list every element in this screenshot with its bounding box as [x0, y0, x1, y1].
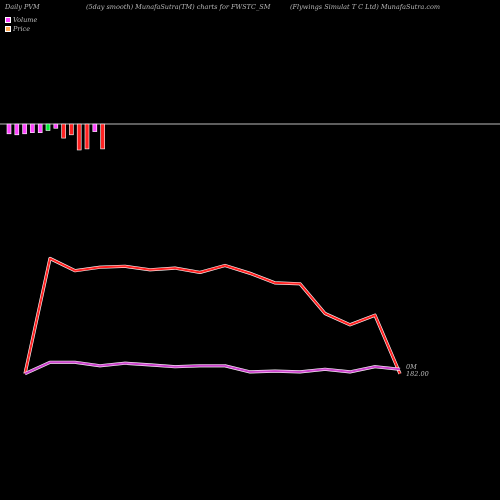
series-line-outline: [23, 256, 402, 375]
chart-legend: Volume Price: [5, 15, 37, 33]
volume-bar: [100, 123, 105, 150]
legend-item-volume: Volume: [5, 15, 37, 24]
chart-title-left: Daily PVM: [5, 3, 40, 11]
volume-bar: [6, 123, 12, 135]
chart-title-center: (5day smooth) MunafaSutra(TM) charts for…: [86, 3, 271, 11]
series-line-1: [24, 257, 401, 375]
chart-header: Daily PVM (5day smooth) MunafaSutra(TM) …: [0, 3, 500, 15]
volume-bar: [84, 123, 90, 150]
volume-bar: [14, 123, 20, 136]
legend-label-price: Price: [13, 24, 31, 33]
volume-bar: [61, 123, 66, 139]
volume-bar: [53, 123, 59, 129]
series-line-2: [24, 361, 401, 375]
end-label-price: 182.00: [406, 370, 429, 378]
volume-bar: [69, 123, 74, 136]
volume-bar: [92, 123, 98, 132]
end-label-volume: 0M: [406, 363, 417, 371]
volume-bar: [76, 123, 82, 151]
volume-bar: [22, 123, 27, 135]
chart-title-right: (Flywings Simulat T C Ltd) MunafaSutra.c…: [290, 3, 441, 11]
legend-item-price: Price: [5, 24, 37, 33]
legend-label-volume: Volume: [13, 15, 38, 24]
volume-bar: [45, 123, 51, 131]
volume-bar: [37, 123, 43, 133]
volume-bar: [30, 123, 35, 133]
legend-swatch-price: [5, 25, 11, 32]
legend-swatch-volume: [5, 16, 11, 23]
